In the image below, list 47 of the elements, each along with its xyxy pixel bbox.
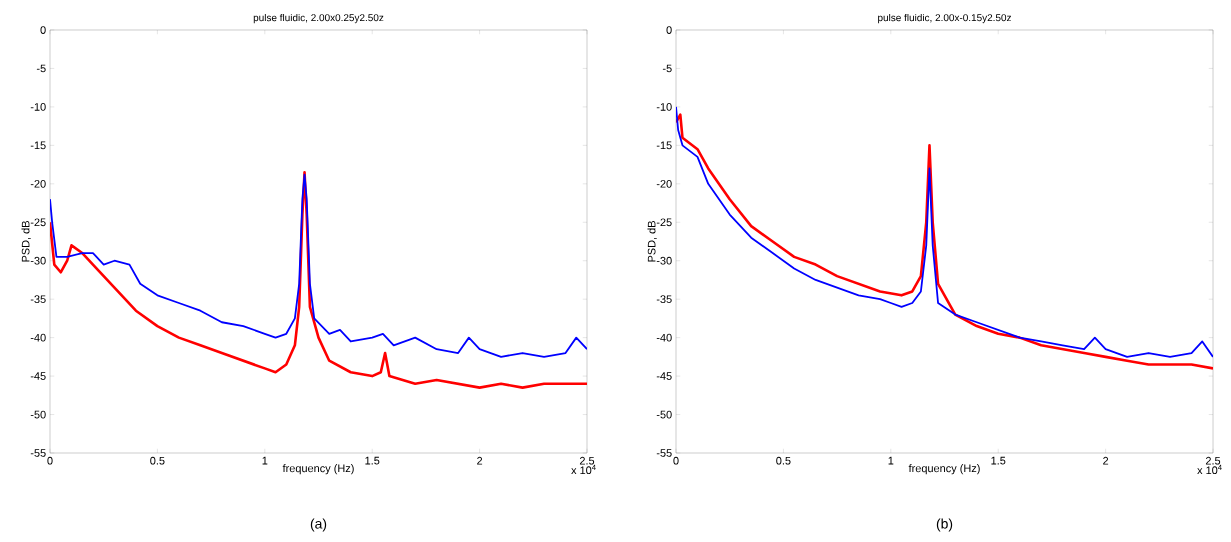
y-tick-label: -55	[656, 449, 672, 457]
y-tick-label: 0	[40, 26, 46, 34]
y-tick-label: -20	[30, 179, 46, 188]
y-tick-label: -35	[656, 295, 672, 304]
y-tick-label: -10	[30, 103, 46, 111]
y-tick-label: -50	[656, 410, 672, 419]
x-tick-label: 0	[47, 456, 53, 465]
y-tick-label: -45	[30, 372, 46, 380]
y-axis-title: PSD, dB	[647, 221, 657, 262]
y-tick-label: -25	[30, 218, 46, 227]
y-tick-label: -15	[30, 141, 46, 150]
y-tick-label: -30	[656, 256, 672, 265]
x-tick-label: 1.5	[991, 456, 1006, 465]
y-tick-label: -15	[656, 141, 672, 150]
text: x 10$^{4}$	[1197, 464, 1222, 475]
x-tick-label: 0.5	[150, 456, 165, 465]
x-axis-title: frequency (Hz)	[282, 464, 354, 475]
y-tick-label: -25	[656, 218, 672, 227]
text: (b)	[936, 518, 953, 532]
chart-title: pulse fluidic, 2.00x-0.15y2.50z	[878, 13, 1011, 24]
text: (a)	[310, 518, 327, 532]
text: x 10$^{4}$	[571, 464, 596, 475]
chart-title: pulse fluidic, 2.00x0.25y2.50z	[253, 13, 384, 24]
y-tick-label: -40	[30, 333, 46, 342]
y-tick-label: 0	[666, 26, 672, 34]
x-axis-title: frequency (Hz)	[908, 464, 980, 475]
line-series	[50, 173, 588, 358]
y-tick-label: -45	[656, 372, 672, 380]
x-tick-label: 2	[1103, 456, 1109, 465]
x-tick-label: 2.5	[579, 456, 595, 465]
y-tick-label: -30	[30, 256, 46, 265]
y-tick-label: -10	[656, 103, 672, 111]
x-tick-label: 1.5	[365, 456, 380, 465]
x-tick-label: 0	[673, 456, 679, 465]
y-tick-label: -35	[30, 295, 46, 304]
x-tick-label: 2.5	[1205, 456, 1221, 465]
x-tick-label: 0.5	[776, 456, 791, 465]
x-tick-label: 2	[477, 456, 483, 465]
y-axis-title: PSD, dB	[21, 221, 31, 262]
y-tick-label: -40	[656, 333, 672, 342]
y-tick-label: -55	[30, 449, 46, 457]
y-tick-label: -5	[36, 64, 46, 73]
y-tick-label: -5	[662, 64, 672, 73]
x-tick-label: 1	[262, 456, 268, 465]
x-tick-label: 1	[888, 456, 894, 465]
y-tick-label: -50	[30, 410, 46, 419]
y-tick-label: -20	[656, 179, 672, 188]
